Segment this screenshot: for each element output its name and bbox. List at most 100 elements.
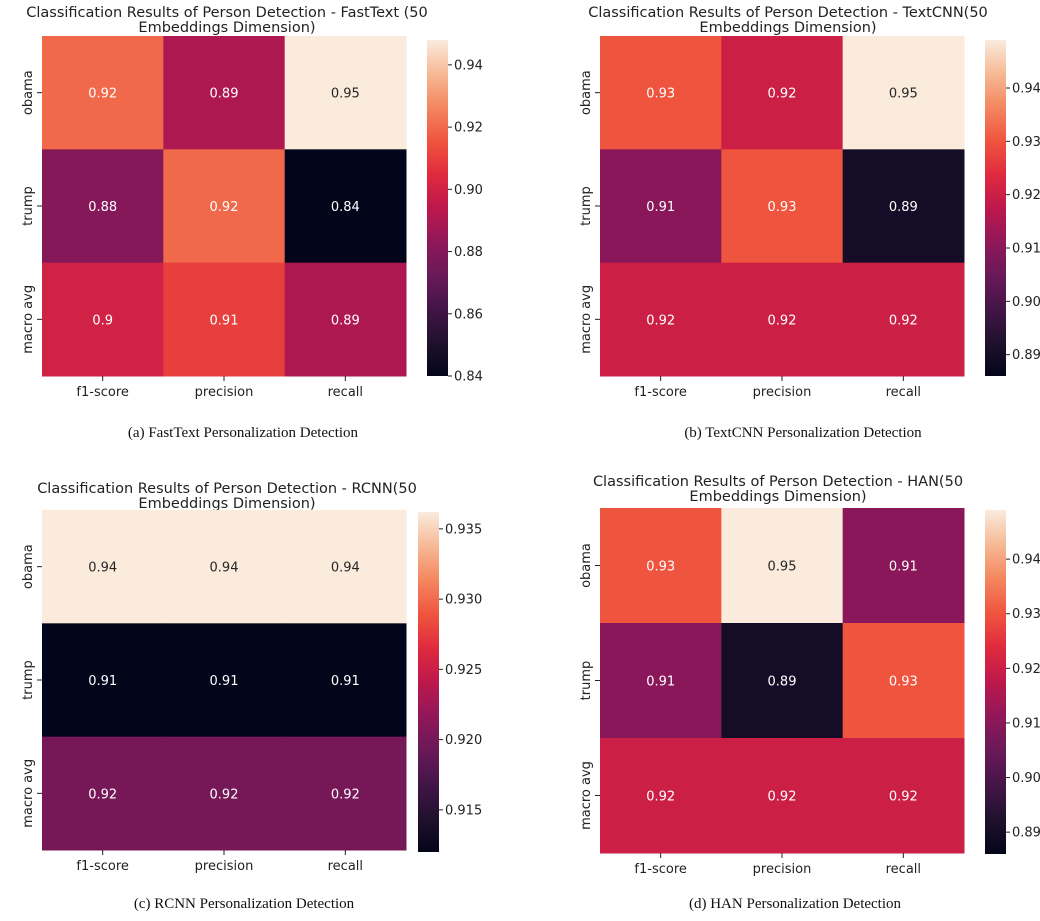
colorbar-tick-label: 0.92	[454, 121, 483, 136]
colorbar-tick-label: 0.94	[1012, 82, 1040, 97]
heatmap-cell	[163, 736, 286, 851]
cell-value-label: 0.92	[88, 87, 117, 102]
heatmap-panel-han: Classification Results of Person Detecti…	[579, 474, 1040, 912]
heatmap-cell	[163, 36, 286, 150]
cell-value-label: 0.93	[889, 675, 918, 690]
cell-value-label: 0.91	[331, 674, 360, 689]
heatmap-cell	[284, 736, 407, 851]
y-tick-label: obama	[579, 543, 594, 588]
y-tick-label: macro avg	[21, 285, 36, 354]
cell-value-label: 0.92	[768, 313, 797, 328]
x-tick-label: recall	[328, 385, 363, 400]
cell-value-label: 0.92	[889, 790, 918, 805]
x-tick-label: f1-score	[76, 385, 128, 400]
heatmap-panel-rcnn: Classification Results of Person Detecti…	[21, 481, 482, 912]
chart-title-line-2: Embeddings Dimension)	[689, 489, 866, 505]
heatmap-cell	[42, 262, 164, 377]
heatmap-cell	[284, 149, 407, 264]
heatmap-cell	[721, 738, 844, 854]
x-tick-label: precision	[753, 385, 812, 400]
heatmap-cell	[842, 623, 965, 739]
colorbar-tick-label: 0.93	[1012, 607, 1040, 622]
x-tick-label: precision	[753, 862, 812, 877]
heatmap-cell	[721, 262, 844, 377]
x-tick-label: f1-score	[634, 385, 686, 400]
chart-title-line-2: Embeddings Dimension)	[138, 20, 315, 36]
y-tick-label: trump	[579, 661, 594, 701]
heatmap-cell	[163, 262, 286, 377]
subfigure-caption: (a) FastText Personalization Detection	[128, 425, 359, 441]
heatmap-cell	[284, 36, 407, 150]
chart-title-line-1: Classification Results of Person Detecti…	[588, 5, 988, 21]
heatmap-cell	[42, 36, 164, 150]
colorbar-tick-label: 0.90	[1012, 295, 1040, 310]
heatmap-cell	[842, 738, 965, 854]
subfigure-caption: (c) RCNN Personalization Detection	[134, 896, 355, 912]
heatmap-cell	[600, 623, 722, 739]
colorbar-tick-label: 0.90	[1012, 771, 1040, 786]
heatmap-cell	[842, 262, 965, 377]
heatmap-cell	[842, 508, 965, 624]
heatmap-cell	[842, 36, 965, 150]
cell-value-label: 0.94	[88, 561, 117, 576]
y-tick-label: obama	[21, 544, 36, 589]
y-tick-label: obama	[21, 70, 36, 115]
heatmap-cell	[721, 149, 844, 264]
colorbar-tick-label: 0.94	[1012, 553, 1040, 568]
x-tick-label: recall	[886, 385, 921, 400]
heatmap-cell	[163, 510, 286, 624]
heatmap-cell	[42, 736, 164, 851]
colorbar-tick-label: 0.84	[454, 370, 483, 385]
cell-value-label: 0.92	[889, 313, 918, 328]
cell-value-label: 0.89	[210, 87, 239, 102]
cell-value-label: 0.91	[210, 313, 239, 328]
colorbar-tick-label: 0.92	[1012, 662, 1040, 677]
heatmap-cell	[284, 510, 407, 624]
heatmap-cell	[600, 262, 722, 377]
heatmap-cell	[721, 623, 844, 739]
chart-title-line-2: Embeddings Dimension)	[699, 20, 876, 36]
x-tick-label: recall	[328, 859, 363, 874]
heatmap-cell	[600, 508, 722, 624]
cell-value-label: 0.89	[768, 675, 797, 690]
cell-value-label: 0.92	[331, 787, 360, 802]
heatmap-cell	[284, 262, 407, 377]
cell-value-label: 0.91	[646, 200, 675, 215]
colorbar	[427, 40, 448, 376]
colorbar-tick-label: 0.92	[1012, 188, 1040, 203]
colorbar-tick-label: 0.935	[445, 522, 482, 537]
colorbar	[418, 512, 439, 852]
colorbar-tick-label: 0.920	[445, 733, 482, 748]
cell-value-label: 0.89	[889, 200, 918, 215]
colorbar-tick-label: 0.94	[454, 58, 483, 73]
heatmap-cell	[600, 738, 722, 854]
heatmap-cell	[163, 149, 286, 264]
y-tick-label: macro avg	[579, 761, 594, 830]
heatmap-cell	[721, 508, 844, 624]
heatmap-cell	[163, 623, 286, 738]
cell-value-label: 0.94	[331, 561, 360, 576]
x-tick-label: f1-score	[634, 862, 686, 877]
cell-value-label: 0.95	[889, 87, 918, 102]
x-tick-label: f1-score	[76, 859, 128, 874]
colorbar-tick-label: 0.86	[454, 307, 483, 322]
heatmap-cell	[42, 149, 164, 264]
colorbar-tick-label: 0.89	[1012, 348, 1040, 363]
cell-value-label: 0.95	[768, 560, 797, 575]
heatmap-cell	[842, 149, 965, 264]
cell-value-label: 0.92	[88, 787, 117, 802]
heatmap-cell	[284, 623, 407, 738]
cell-value-label: 0.94	[210, 561, 239, 576]
y-tick-label: obama	[579, 70, 594, 115]
colorbar-tick-label: 0.91	[1012, 242, 1040, 257]
y-tick-label: trump	[579, 186, 594, 226]
colorbar-tick-label: 0.91	[1012, 716, 1040, 731]
colorbar-tick-label: 0.915	[445, 803, 482, 818]
cell-value-label: 0.91	[889, 560, 918, 575]
chart-title-line-1: Classification Results of Person Detecti…	[26, 5, 428, 21]
cell-value-label: 0.88	[88, 200, 117, 215]
heatmap-cell	[721, 36, 844, 150]
colorbar	[985, 510, 1006, 854]
cell-value-label: 0.92	[646, 790, 675, 805]
